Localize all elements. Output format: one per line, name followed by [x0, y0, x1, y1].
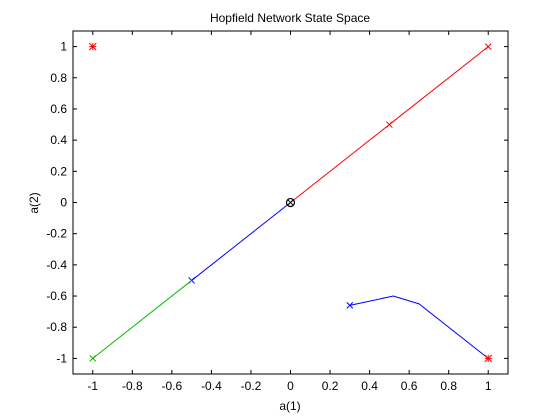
- y-tick-label: -0.8: [46, 320, 67, 334]
- stable-point-asterisk-2: [484, 354, 493, 363]
- x-axis: -1 -0.8 -0.6 -0.4 -0.2 0 0.2 0.4 0.6 0.8 1: [87, 31, 492, 393]
- y-tick-label: -0.2: [46, 227, 67, 241]
- trajectory-line-3: [92, 280, 192, 359]
- x-axis-label: a(1): [279, 399, 300, 413]
- y-tick-label: -1: [56, 351, 67, 365]
- y-tick-label: 0: [60, 196, 67, 210]
- y-tick-label: 0.6: [50, 102, 67, 116]
- saddle-point-marker: [285, 197, 296, 208]
- y-tick-label: 1: [60, 40, 67, 54]
- x-tick-label: 0.6: [401, 379, 418, 393]
- y-tick-label: -0.4: [46, 258, 67, 272]
- x-tick-label: -1: [87, 379, 98, 393]
- x-tick-label: 0.8: [440, 379, 457, 393]
- x-tick-label: 0.2: [322, 379, 339, 393]
- x-tick-label: -0.4: [201, 379, 222, 393]
- y-tick-label: 0.4: [50, 133, 67, 147]
- trajectory-start-marker-4: [346, 302, 354, 309]
- trajectory-line-2: [191, 202, 291, 281]
- y-tick-label: 0.2: [50, 164, 67, 178]
- trajectory-start-marker-3: [89, 355, 97, 362]
- y-axis-label: a(2): [27, 192, 41, 213]
- trajectory-line-4: [349, 295, 489, 359]
- x-tick-label: 0: [287, 379, 294, 393]
- y-axis: -1 -0.8 -0.6 -0.4 -0.2 0 0.2 0.4 0.6 0.8 1: [46, 40, 508, 365]
- trajectory-step-marker-1: [386, 121, 393, 128]
- x-tick-label: 1: [485, 379, 492, 393]
- stable-point-asterisk-1: [88, 42, 97, 51]
- chart-title: Hopfield Network State Space: [210, 11, 370, 25]
- y-tick-label: 0.8: [50, 71, 67, 85]
- x-tick-label: -0.8: [122, 379, 143, 393]
- trajectory-start-marker-1: [484, 43, 492, 50]
- y-tick-label: -0.6: [46, 289, 67, 303]
- equilibrium-points: [88, 42, 493, 363]
- x-tick-label: -0.6: [162, 379, 183, 393]
- trajectory-layer: [89, 43, 492, 362]
- x-tick-label: 0.4: [361, 379, 378, 393]
- x-tick-label: -0.2: [241, 379, 262, 393]
